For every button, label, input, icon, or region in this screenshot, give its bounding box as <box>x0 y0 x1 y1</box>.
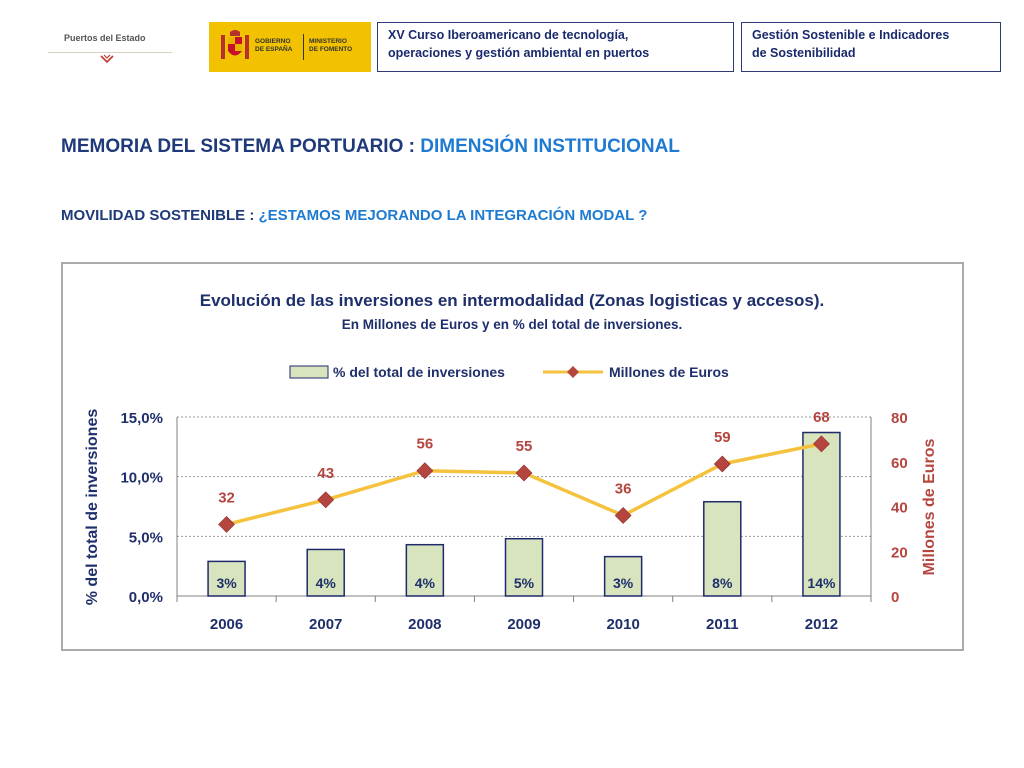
bar <box>703 500 742 597</box>
ministerio-text: MINISTERIO DE FOMENTO <box>309 38 353 53</box>
gobierno-espana-logo: GOBIERNO DE ESPAÑA MINISTERIO DE FOMENTO <box>209 22 371 72</box>
y2-tick-label: 40 <box>891 500 908 517</box>
line-point-marker <box>614 507 632 524</box>
legend-bar-label: % del total de inversiones <box>333 364 505 380</box>
course-title-box: XV Curso Iberoamericano de tecnología, o… <box>377 22 734 72</box>
bar-label: 4% <box>316 575 337 591</box>
bar-label: 5% <box>514 575 535 591</box>
legend-line-label: Millones de Euros <box>609 364 729 380</box>
logo-mark-icon <box>100 54 114 64</box>
topic-title-box: Gestión Sostenible e Indicadores de Sost… <box>741 22 1001 72</box>
main-title-highlight: DIMENSIÓN INSTITUCIONAL <box>420 136 680 157</box>
chart-title: Evolución de las inversiones en intermod… <box>200 291 824 310</box>
x-tick-label: 2009 <box>507 616 540 633</box>
y-tick-label: 0,0% <box>129 589 163 606</box>
main-title: MEMORIA DEL SISTEMA PORTUARIO : DIMENSIÓ… <box>61 136 680 158</box>
coat-of-arms-icon <box>221 30 249 59</box>
line-point-marker <box>317 491 335 509</box>
x-tick-label: 2010 <box>606 616 639 633</box>
y2-tick-label: 80 <box>891 410 908 427</box>
line-data-label: 43 <box>317 465 334 482</box>
bar-label: 8% <box>712 575 733 591</box>
bar <box>802 431 841 597</box>
bar <box>504 537 544 597</box>
bar <box>306 548 345 597</box>
sub-title-highlight: ¿ESTAMOS MEJORANDO LA INTEGRACIÓN MODAL … <box>258 207 648 224</box>
line-data-label: 36 <box>615 480 632 497</box>
bar-label: 14% <box>807 575 836 591</box>
chart-svg: Evolución de las inversiones en intermod… <box>84 291 938 633</box>
bar-label: 4% <box>415 575 436 591</box>
y2-tick-label: 0 <box>891 589 899 606</box>
legend-line-marker-icon <box>567 366 579 378</box>
logo-divider <box>48 52 172 53</box>
chart-frame: Evolución de las inversiones en intermod… <box>61 262 964 651</box>
line-data-label: 59 <box>714 429 731 446</box>
bar <box>405 543 445 597</box>
sub-title: MOVILIDAD SOSTENIBLE : ¿ESTAMOS MEJORAND… <box>61 207 647 224</box>
logo-separator <box>303 34 304 60</box>
logo-text: Puertos del Estado <box>64 33 146 43</box>
x-tick-label: 2012 <box>805 616 838 633</box>
main-title-prefix: MEMORIA DEL SISTEMA PORTUARIO : <box>61 136 421 157</box>
x-tick-label: 2006 <box>210 616 243 633</box>
puertos-del-estado-logo: Puertos del Estado <box>48 28 176 68</box>
y2-tick-label: 20 <box>891 544 908 561</box>
y-tick-label: 5,0% <box>129 529 163 546</box>
bar-label: 3% <box>613 575 634 591</box>
gobierno-text: GOBIERNO DE ESPAÑA <box>255 38 293 53</box>
line-point-marker <box>218 515 235 533</box>
y-tick-label: 15,0% <box>120 410 163 427</box>
y2-axis-title: Millones de Euros <box>921 438 938 575</box>
y-axis-title: % del total de inversiones <box>84 409 101 606</box>
bar <box>603 555 643 597</box>
y-tick-label: 10,0% <box>120 470 163 487</box>
x-tick-label: 2008 <box>408 616 441 633</box>
chart-subtitle: En Millones de Euros y en % del total de… <box>342 317 683 332</box>
line-point-marker <box>813 435 830 453</box>
sub-title-prefix: MOVILIDAD SOSTENIBLE : <box>61 207 259 224</box>
line-data-label: 55 <box>516 438 533 455</box>
line-data-label: 68 <box>813 409 830 426</box>
line-point-marker <box>713 455 731 473</box>
x-tick-label: 2007 <box>309 616 342 633</box>
line-data-label: 32 <box>218 489 235 506</box>
x-tick-label: 2011 <box>706 616 739 633</box>
line-point-marker <box>515 464 533 482</box>
line-data-label: 56 <box>417 436 434 453</box>
y2-tick-label: 60 <box>891 455 908 472</box>
bar-label: 3% <box>216 575 237 591</box>
bar <box>207 560 246 597</box>
legend-bar-swatch <box>289 365 329 379</box>
line-point-marker <box>416 462 434 480</box>
